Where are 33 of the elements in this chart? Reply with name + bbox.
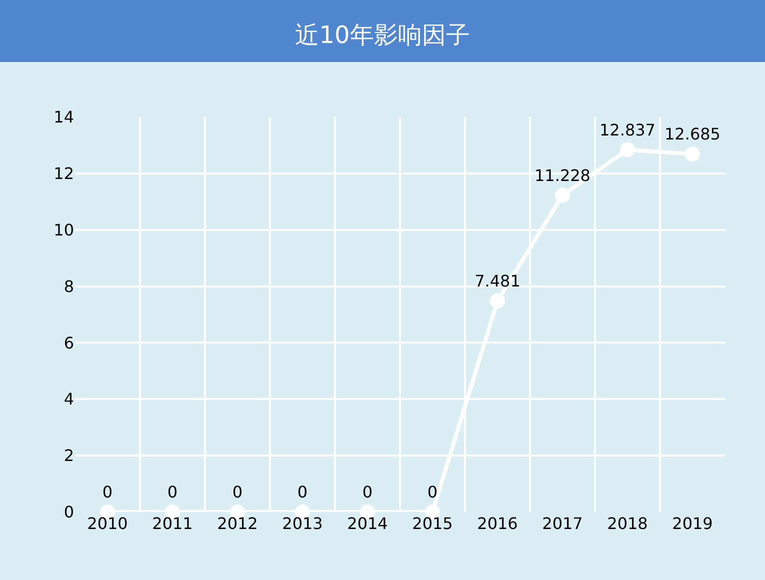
y-tick-label: 0 bbox=[64, 502, 74, 522]
x-tick-label: 2018 bbox=[607, 514, 648, 533]
x-tick-label: 2015 bbox=[412, 514, 453, 533]
y-tick-label: 10 bbox=[54, 220, 74, 240]
data-label: 12.837 bbox=[600, 120, 656, 140]
data-label: 11.228 bbox=[534, 166, 590, 185]
y-tick-label: 4 bbox=[64, 390, 74, 409]
data-label: 0 bbox=[297, 482, 308, 502]
x-tick-label: 2010 bbox=[87, 514, 128, 533]
data-label: 7.481 bbox=[474, 272, 520, 291]
data-label: 0 bbox=[102, 482, 113, 502]
x-tick-label: 2017 bbox=[542, 514, 583, 533]
x-tick-label: 2012 bbox=[217, 514, 258, 533]
x-tick-label: 2011 bbox=[152, 514, 193, 533]
point bbox=[685, 146, 700, 162]
y-tick-label: 8 bbox=[64, 276, 74, 296]
y-tick-label: 2 bbox=[64, 446, 74, 466]
point bbox=[620, 142, 635, 158]
y-tick-label: 6 bbox=[64, 333, 74, 352]
x-tick-label: 2016 bbox=[477, 514, 518, 533]
x-tick-label: 2013 bbox=[282, 514, 323, 533]
data-label: 0 bbox=[232, 482, 243, 502]
data-label: 0 bbox=[427, 482, 438, 502]
point bbox=[490, 293, 505, 308]
chart-title: 近10年影响因子 bbox=[295, 21, 470, 50]
x-tick-label: 2019 bbox=[672, 514, 713, 533]
x-tick-label: 2014 bbox=[347, 514, 388, 533]
data-label: 0 bbox=[167, 482, 178, 502]
y-tick-label: 12 bbox=[54, 164, 74, 184]
point bbox=[555, 188, 570, 203]
data-label: 0 bbox=[362, 482, 373, 502]
data-label: 12.685 bbox=[664, 124, 720, 144]
y-tick-label: 14 bbox=[54, 108, 74, 127]
